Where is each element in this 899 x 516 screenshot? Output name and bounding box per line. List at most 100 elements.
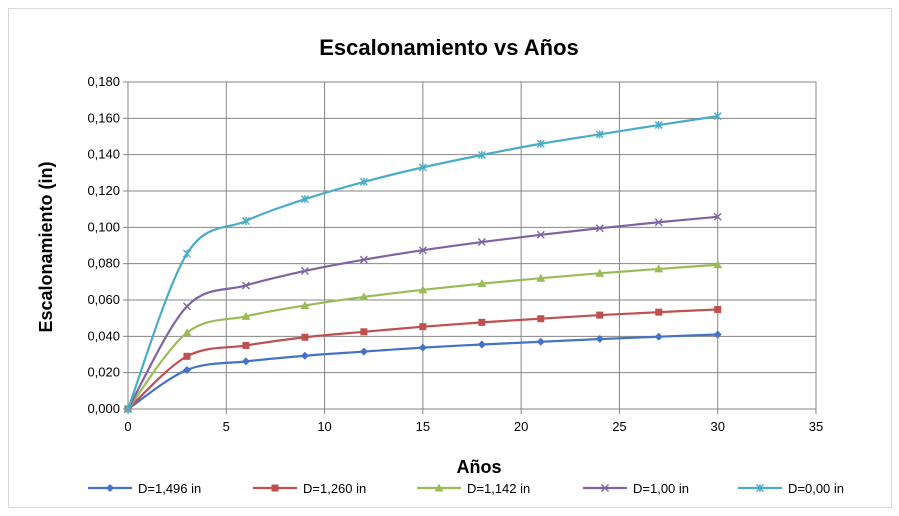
data-point (183, 352, 191, 360)
legend-item: D=0,00 in (738, 481, 844, 496)
data-point (713, 330, 722, 339)
data-point (360, 328, 368, 336)
chart-title: Escalonamiento vs Años (319, 35, 579, 60)
series-4 (124, 212, 722, 413)
data-point (359, 177, 368, 186)
legend-label: D=1,260 in (303, 481, 366, 496)
data-point (419, 323, 427, 331)
data-point (241, 281, 250, 290)
x-tick-label: 0 (124, 419, 131, 434)
plot-area-border (127, 81, 817, 410)
data-point (536, 139, 545, 148)
legend-marker (106, 484, 114, 492)
data-point (595, 130, 604, 139)
data-point (477, 279, 487, 288)
y-tick-label: 0,140 (87, 147, 120, 162)
y-tick-label: 0,080 (87, 256, 120, 271)
data-point (124, 405, 132, 413)
axes: 0,000 0,020 0,040 0,060 0,080 0,100 0,120 0,140… (87, 74, 823, 434)
data-point (418, 343, 427, 352)
legend-label: D=0,00 in (788, 481, 844, 496)
data-point (654, 121, 663, 130)
data-point (477, 151, 486, 160)
data-point (713, 260, 723, 269)
data-point (359, 255, 368, 264)
series-line (127, 215, 718, 410)
x-tick-label: 15 (416, 419, 430, 434)
data-point (300, 266, 309, 275)
legend-item: D=1,142 in (417, 481, 530, 496)
series-2 (124, 305, 722, 413)
data-point (654, 264, 664, 273)
data-point (241, 311, 251, 320)
data-point (654, 218, 663, 227)
y-tick-label: 0,180 (87, 74, 120, 89)
data-point (242, 341, 250, 349)
data-point (301, 333, 309, 341)
legend-marker (756, 484, 764, 492)
data-point (359, 347, 368, 356)
y-tick-label: 0,100 (87, 219, 120, 234)
y-tick-label: 0,040 (87, 328, 120, 343)
y-tick-label: 0,160 (87, 110, 120, 125)
data-point (418, 163, 427, 172)
data-point (713, 212, 722, 221)
data-point (714, 305, 722, 313)
data-point (654, 332, 663, 341)
data-point (537, 315, 545, 323)
data-point (536, 273, 546, 282)
y-tick-label: 0,020 (87, 365, 120, 380)
x-tick-label: 20 (514, 419, 528, 434)
data-point (595, 268, 605, 277)
series-line (127, 263, 718, 410)
legend-item: D=1,260 in (253, 481, 366, 496)
data-point (418, 285, 428, 294)
data-point (300, 195, 309, 204)
legend-item: D=1,496 in (88, 481, 201, 496)
series-5 (124, 112, 722, 413)
data-point (418, 246, 427, 255)
legend-marker (271, 484, 279, 492)
legend-item: D=1,00 in (583, 481, 689, 496)
data-point (595, 224, 604, 233)
data-point (182, 302, 191, 311)
chart-area (8, 8, 892, 508)
data-point (596, 311, 604, 319)
legend-label: D=1,00 in (633, 481, 689, 496)
data-point (536, 230, 545, 239)
data-point (477, 238, 486, 247)
data-point (478, 318, 486, 326)
data-point (536, 337, 545, 346)
y-tick-label: 0,120 (87, 183, 120, 198)
x-tick-label: 30 (710, 419, 724, 434)
legend: D=1,496 in D=1,260 in D=1,142 in D=1,00 in D… (88, 481, 844, 496)
legend-marker (434, 483, 444, 492)
data-point (241, 357, 250, 366)
data-point (477, 340, 486, 349)
data-point (182, 365, 191, 374)
x-tick-label: 25 (612, 419, 626, 434)
data-point (182, 249, 191, 258)
y-tick-label: 0,000 (87, 401, 120, 416)
series-layer (123, 112, 723, 413)
y-axis-title: Escalonamiento (in) (36, 161, 56, 332)
series-1 (124, 330, 722, 413)
data-point (300, 300, 310, 309)
data-point (713, 112, 722, 121)
y-tick-label: 0,060 (87, 292, 120, 307)
x-axis-title: Años (457, 457, 502, 477)
gridlines (127, 81, 817, 410)
data-point (241, 216, 250, 225)
series-line (126, 115, 718, 410)
x-tick-label: 35 (809, 419, 823, 434)
data-point (182, 328, 192, 337)
x-tick-label: 5 (223, 419, 230, 434)
data-point (300, 351, 309, 360)
x-tick-label: 10 (317, 419, 331, 434)
legend-label: D=1,496 in (138, 481, 201, 496)
data-point (655, 308, 663, 316)
legend-label: D=1,142 in (467, 481, 530, 496)
data-point (595, 335, 604, 344)
legend-marker (601, 484, 609, 492)
